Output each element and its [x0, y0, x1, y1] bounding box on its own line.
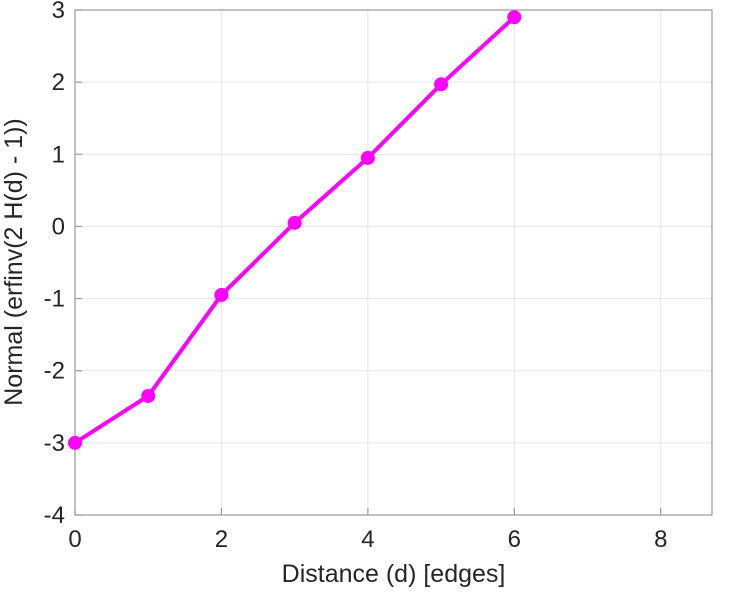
y-tick-label: 1 [52, 141, 65, 168]
y-tick-label: -3 [44, 430, 65, 457]
x-tick-label: 8 [654, 526, 667, 553]
data-point-marker [68, 435, 82, 450]
data-point-marker [214, 287, 229, 302]
data-point-marker [287, 215, 302, 230]
data-point-marker [507, 10, 522, 25]
y-tick-label: 2 [52, 69, 65, 96]
x-tick-label: 4 [361, 526, 374, 553]
y-tick-label: 3 [52, 0, 65, 24]
data-point-marker [360, 150, 375, 165]
x-tick-label: 6 [508, 526, 521, 553]
y-tick-label: -4 [44, 502, 65, 529]
x-tick-label: 0 [68, 526, 81, 553]
data-point-marker [141, 388, 156, 403]
data-line [73, 15, 517, 445]
x-axis-label: Distance (d) [edges] [281, 560, 506, 588]
x-tick-label: 2 [215, 526, 228, 553]
y-tick-label: -2 [44, 358, 65, 385]
y-tick-label: 0 [52, 213, 65, 240]
axes-box [74, 9, 713, 516]
y-axis-label: Normal (erfinv(2 H(d) - 1)) [0, 118, 28, 406]
data-point-marker [434, 77, 449, 92]
y-tick-label: -1 [44, 286, 65, 313]
